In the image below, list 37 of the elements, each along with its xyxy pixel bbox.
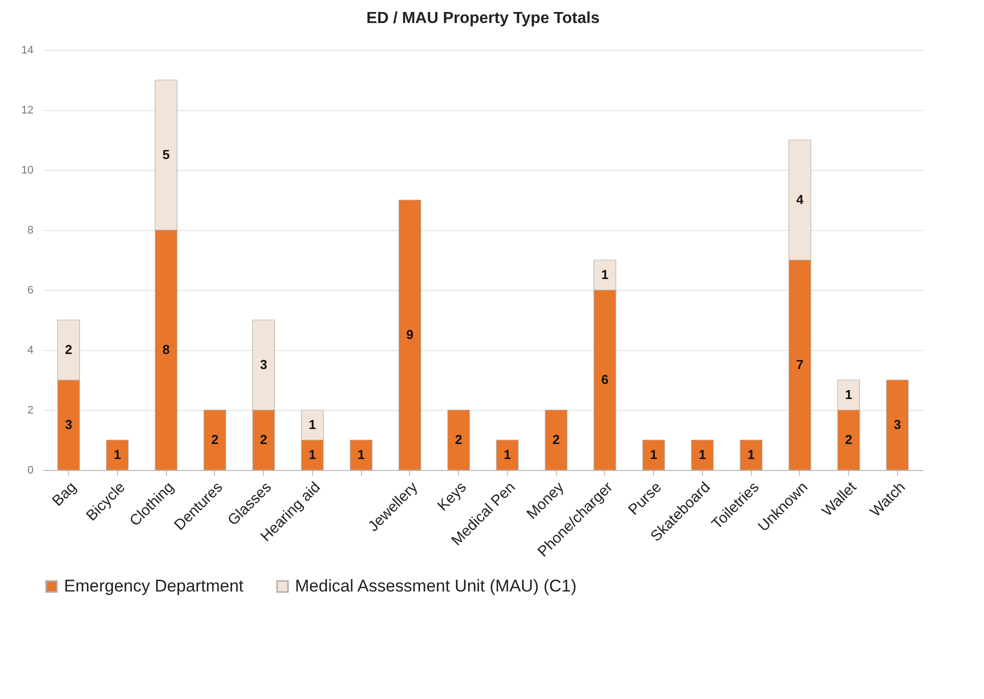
data-label: 9: [406, 327, 414, 342]
chart-title: ED / MAU Property Type Totals: [366, 10, 600, 27]
y-tick-label: 6: [27, 284, 34, 296]
data-label: 1: [308, 447, 316, 462]
data-label: 6: [601, 372, 608, 387]
y-tick-label: 12: [21, 104, 34, 116]
data-label: 3: [64, 417, 72, 432]
data-label: 2: [455, 432, 462, 447]
data-label: 2: [211, 432, 218, 447]
x-tick-label: Bag: [49, 478, 80, 510]
data-label: 1: [748, 447, 755, 462]
data-label: 1: [114, 447, 121, 462]
y-tick-label: 4: [27, 344, 34, 356]
y-tick-label: 8: [27, 224, 34, 236]
data-label: 2: [64, 342, 72, 357]
data-label: 2: [260, 432, 268, 447]
data-label: 8: [162, 342, 170, 357]
data-label: 2: [552, 432, 560, 447]
data-label: 1: [308, 417, 316, 432]
data-label: 4: [796, 192, 804, 207]
data-label: 1: [698, 447, 706, 462]
legend-label: Medical Assessment Unit (MAU) (C1): [295, 576, 577, 596]
data-label: 1: [650, 447, 658, 462]
data-label: 1: [845, 387, 852, 402]
legend-label: Emergency Department: [64, 576, 244, 596]
y-tick-label: 0: [27, 464, 34, 476]
data-label: 3: [894, 417, 902, 432]
y-tick-label: 10: [21, 164, 34, 176]
data-label: 1: [358, 447, 365, 462]
data-label: 1: [601, 267, 608, 282]
y-tick-label: 14: [21, 44, 34, 56]
data-label: 2: [845, 432, 852, 447]
data-label: 7: [796, 357, 804, 372]
y-tick-label: 2: [27, 404, 34, 416]
data-label: 3: [260, 357, 268, 372]
data-label: 1: [504, 447, 511, 462]
data-label: 5: [162, 147, 170, 162]
